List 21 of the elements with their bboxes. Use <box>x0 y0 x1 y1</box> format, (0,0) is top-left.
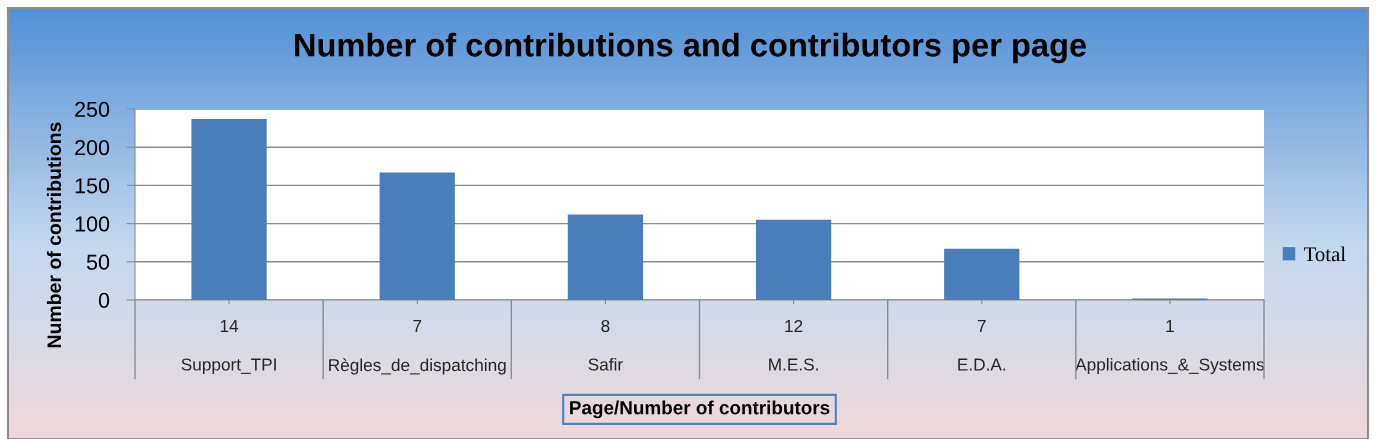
category-label: 7 Règles_de_dispatching <box>329 320 506 375</box>
y-tick-label: 250 <box>75 101 110 118</box>
y-tick-label: 100 <box>75 216 110 232</box>
chart-title: Number of contributions and contributors per page <box>295 32 1087 64</box>
legend-label: Total <box>1303 246 1346 262</box>
bar <box>755 219 832 300</box>
bar <box>944 248 1020 300</box>
bar <box>567 214 644 300</box>
category-label: 12 M.E.S. <box>769 319 818 371</box>
category-label: 1 Applications_&_Systems <box>1075 320 1265 375</box>
category-label: 8 Safir <box>588 319 623 371</box>
y-tick-label: 0 <box>98 292 110 309</box>
bar <box>191 118 267 300</box>
y-axis-title: Number of contributions <box>46 122 62 348</box>
y-tick-label: 150 <box>75 178 110 194</box>
category-label: 7 E.D.A. <box>958 320 1006 371</box>
category-label: 14 Support_TPI <box>181 320 276 375</box>
x-axis-title: Page/Number of contributors <box>570 400 830 419</box>
y-tick-label: 50 <box>86 254 110 270</box>
y-tick-label: 200 <box>75 139 110 156</box>
bar <box>379 172 455 300</box>
